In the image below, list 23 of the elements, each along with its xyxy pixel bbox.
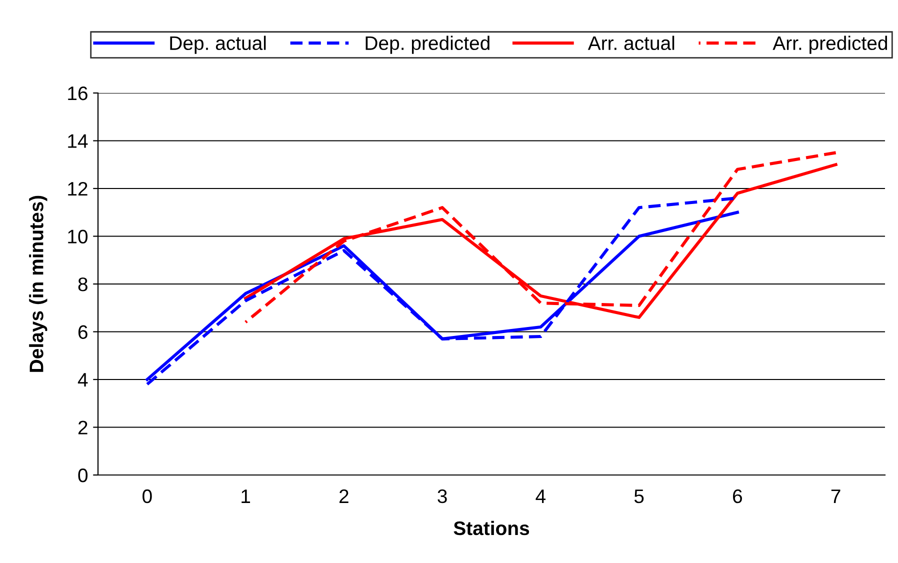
y-tick-label: 16 xyxy=(68,86,88,100)
y-tick-label: 6 xyxy=(78,325,88,339)
x-tick-label: 6 xyxy=(733,489,742,504)
y-tick-label: 2 xyxy=(78,420,88,434)
x-tick-label: 2 xyxy=(340,489,348,503)
y-tick-label: 12 xyxy=(68,182,88,196)
x-tick-label: 7 xyxy=(831,490,840,503)
x-tick-label: 0 xyxy=(142,489,152,504)
y-axis-title: Delays (in minutes) xyxy=(29,196,48,372)
legend-label: Arr. predicted xyxy=(772,36,888,54)
y-tick-label: 0 xyxy=(78,468,88,482)
x-tick-label: 3 xyxy=(438,489,447,504)
y-tick-label: 4 xyxy=(78,373,88,387)
y-tick-label: 14 xyxy=(68,134,88,148)
x-tick-label: 1 xyxy=(242,490,250,503)
x-axis-title: Stations xyxy=(454,520,530,536)
x-tick-label: 4 xyxy=(536,490,546,503)
legend-label: Arr. actual xyxy=(588,36,674,50)
y-tick-label: 10 xyxy=(68,230,88,244)
y-tick-label: 8 xyxy=(78,277,88,292)
x-tick-label: 5 xyxy=(634,490,644,504)
legend-label: Dep. predicted xyxy=(366,36,490,54)
legend-label: Dep. actual xyxy=(170,36,266,54)
